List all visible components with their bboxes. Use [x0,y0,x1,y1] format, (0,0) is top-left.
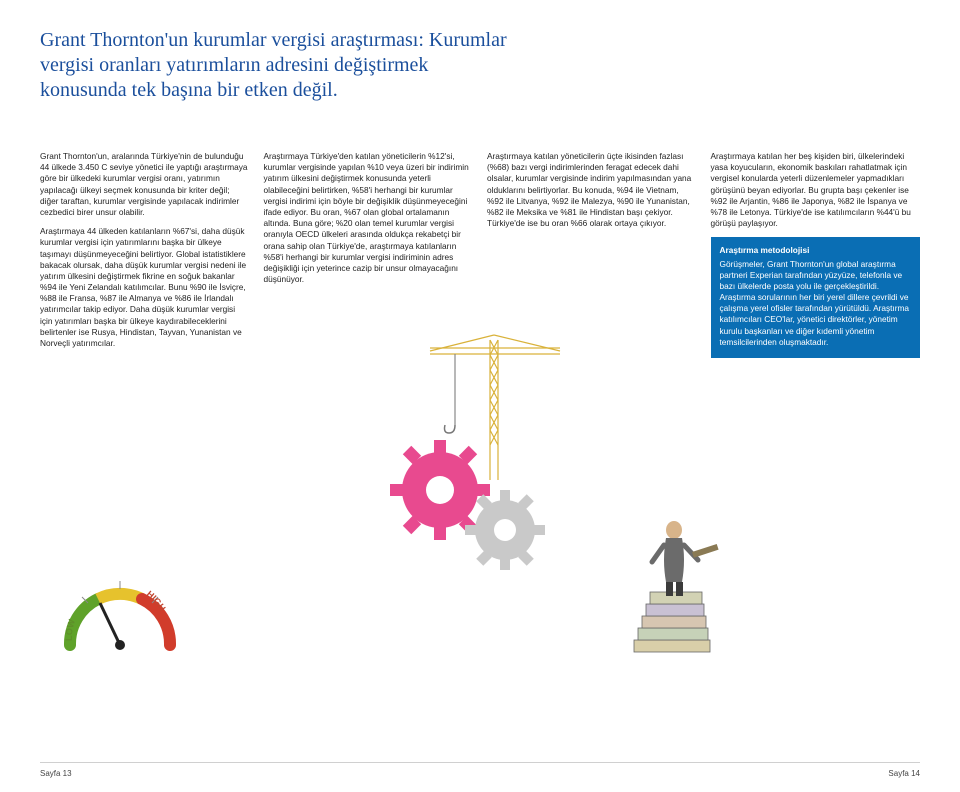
text-columns: Grant Thornton'un, aralarında Türkiye'ni… [40,151,920,358]
page-footer: Sayfa 13 Sayfa 14 [40,762,920,778]
col4-para1: Araştırmaya katılan her beş kişiden biri… [711,151,921,229]
col3-para1: Araştırmaya katılan yöneticilerin üçte i… [487,151,697,229]
footer-left: Sayfa 13 [40,769,72,778]
methodology-box: Araştırma metodolojisi Görüşmeler, Grant… [711,237,921,358]
svg-text:LOW: LOW [64,618,77,641]
figure-stack-illustration [612,490,732,670]
svg-text:HIGH: HIGH [145,589,168,613]
column-2: Araştırmaya Türkiye'den katılan yönetici… [264,151,474,358]
methodology-title: Araştırma metodolojisi [720,245,912,256]
column-1: Grant Thornton'un, aralarında Türkiye'ni… [40,151,250,358]
methodology-body: Görüşmeler, Grant Thornton'un global ara… [720,259,912,349]
document-page: Grant Thornton'un kurumlar vergisi araşt… [0,0,960,792]
col1-para1: Grant Thornton'un, aralarında Türkiye'ni… [40,151,250,218]
col2-para1: Araştırmaya Türkiye'den katılan yönetici… [264,151,474,285]
col1-para2: Araştırmaya 44 ülkeden katılanların %67'… [40,226,250,349]
gauge-illustration: LOW HIGH [50,545,190,675]
column-4: Araştırmaya katılan her beş kişiden biri… [711,151,921,358]
page-title: Grant Thornton'un kurumlar vergisi araşt… [40,28,520,103]
footer-right: Sayfa 14 [888,769,920,778]
column-3: Araştırmaya katılan yöneticilerin üçte i… [487,151,697,358]
crane-gear-illustration [370,330,570,590]
